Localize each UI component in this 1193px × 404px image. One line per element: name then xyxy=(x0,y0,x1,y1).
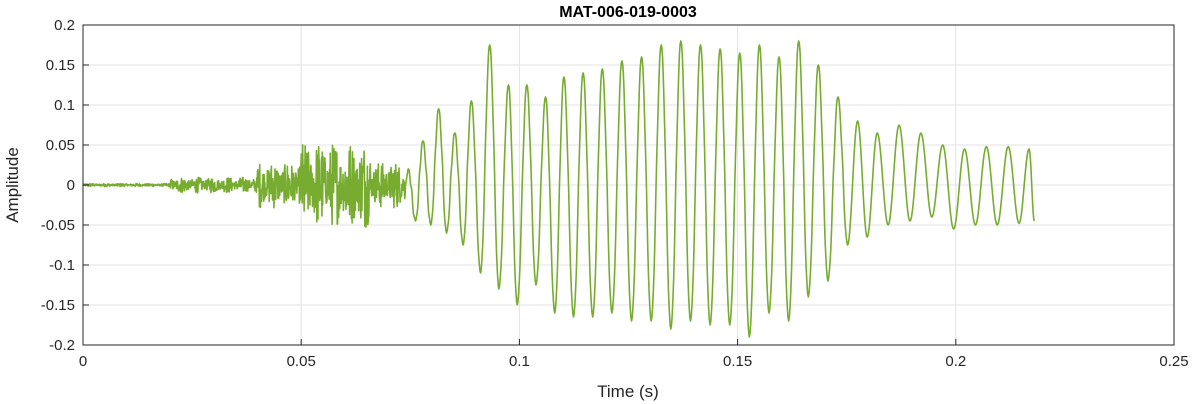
y-tick-label: -0.1 xyxy=(49,257,75,274)
y-tick-label: -0.15 xyxy=(41,297,75,314)
y-tick-label: 0 xyxy=(67,177,75,194)
x-tick-label: 0.2 xyxy=(945,353,966,370)
y-tick-label: -0.05 xyxy=(41,217,75,234)
x-tick-label: 0.05 xyxy=(287,353,316,370)
x-tick-label: 0.25 xyxy=(1159,353,1188,370)
tick-marks xyxy=(82,24,1175,346)
waveform-line xyxy=(82,40,1036,338)
y-tick-labels: -0.2 -0.15 -0.1 -0.05 0 0.05 0.1 0.15 0.2 xyxy=(41,17,75,354)
x-tick-labels: 0 0.05 0.1 0.15 0.2 0.25 xyxy=(79,353,1189,370)
y-tick-label: 0.05 xyxy=(46,137,75,154)
y-axis-label: Amplitude xyxy=(3,147,22,223)
x-tick-label: 0 xyxy=(79,353,87,370)
y-tick-label: 0.1 xyxy=(54,97,75,114)
y-tick-label: 0.2 xyxy=(54,17,75,34)
y-tick-label: 0.15 xyxy=(46,57,75,74)
y-tick-label: -0.2 xyxy=(49,337,75,354)
x-axis-label: Time (s) xyxy=(597,382,659,401)
chart-title: MAT-006-019-0003 xyxy=(559,4,697,21)
x-tick-label: 0.15 xyxy=(723,353,752,370)
plot-area xyxy=(82,40,1036,338)
x-tick-label: 0.1 xyxy=(509,353,530,370)
